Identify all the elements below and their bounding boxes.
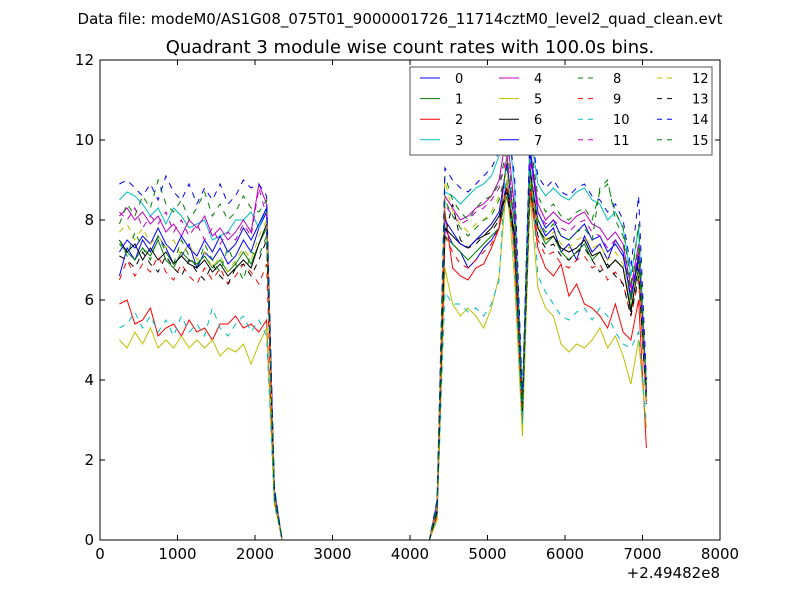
legend-label-12: 12 [692, 72, 709, 87]
legend-label-6: 6 [534, 113, 542, 128]
series-line-7 [118, 151, 647, 540]
x-tick-label: 7000 [623, 545, 661, 563]
x-tick-label: 5000 [468, 545, 506, 563]
series-line-9 [118, 183, 647, 540]
series-line-11 [119, 155, 647, 540]
legend-label-9: 9 [613, 93, 621, 108]
x-tick-label: 4000 [391, 545, 429, 563]
legend-label-1: 1 [455, 93, 463, 108]
legend-label-0: 0 [455, 72, 463, 87]
y-tick-label: 10 [75, 131, 94, 149]
series-line-6 [118, 167, 647, 540]
data-file-label: Data file: modeM0/AS1G08_075T01_90000017… [78, 10, 723, 29]
y-tick-label: 12 [75, 51, 94, 69]
legend-label-2: 2 [455, 113, 463, 128]
series-line-8 [118, 139, 647, 540]
series-line-5 [119, 179, 647, 540]
x-tick-label: 8000 [701, 545, 739, 563]
series-line-10 [119, 147, 647, 540]
series-line-4 [119, 131, 647, 540]
legend-label-15: 15 [692, 134, 709, 149]
y-tick-label: 8 [84, 211, 94, 229]
y-tick-label: 0 [84, 531, 94, 549]
legend-label-3: 3 [455, 134, 463, 149]
legend-label-7: 7 [534, 134, 542, 149]
y-tick-label: 6 [84, 291, 94, 309]
x-tick-label: 2000 [236, 545, 274, 563]
series-line-15 [118, 167, 647, 540]
legend-label-5: 5 [534, 93, 542, 108]
x-offset-label: +2.49482e8 [627, 564, 720, 582]
legend-box [409, 66, 713, 156]
legend-label-11: 11 [613, 134, 630, 149]
legend-label-13: 13 [692, 93, 709, 108]
series-line-3 [119, 111, 647, 540]
y-tick-label: 2 [84, 451, 94, 469]
axes: 0 1000 2000 3000 4000 5000 6000 7000 80000246810… [75, 51, 739, 563]
series-line-14 [119, 119, 647, 540]
x-tick-label: 1000 [158, 545, 196, 563]
chart-title: Quadrant 3 module wise count rates with … [166, 37, 655, 58]
legend-label-4: 4 [534, 72, 542, 87]
series-line-13 [119, 187, 647, 540]
x-tick-label: 6000 [546, 545, 584, 563]
x-tick-label: 3000 [313, 545, 351, 563]
series-line-2 [119, 155, 647, 540]
legend-label-8: 8 [613, 72, 621, 87]
series-line-1 [119, 179, 647, 540]
legend-label-10: 10 [613, 113, 630, 128]
series-layer [118, 111, 647, 540]
y-tick-label: 4 [84, 371, 94, 389]
x-tick-label: 0 [95, 545, 105, 563]
legend-label-14: 14 [692, 113, 709, 128]
